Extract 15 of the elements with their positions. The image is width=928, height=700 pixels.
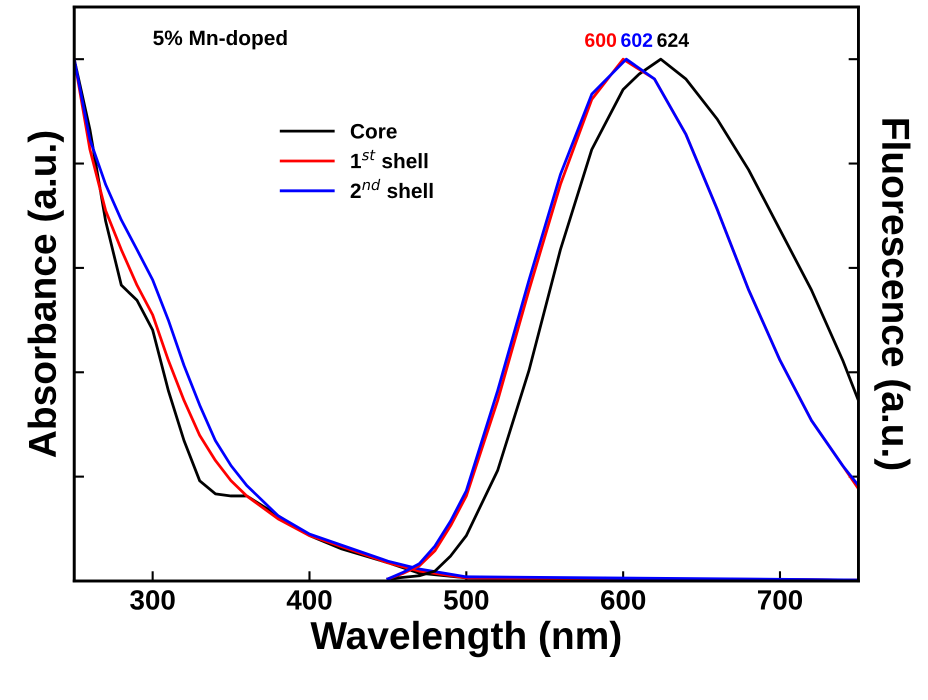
y-axis-title: Absorbance (a.u.): [28, 132, 64, 458]
x-tick-label: 700: [758, 590, 802, 610]
x-tick-label: 400: [286, 590, 332, 610]
x-tick-label: 600: [600, 590, 646, 610]
x-axis-title: Wavelength (nm): [310, 620, 620, 658]
annotation: 600: [585, 33, 616, 48]
x-tick-label: 500: [444, 590, 488, 610]
legend-label: Core: [350, 124, 397, 139]
annotation: 624: [657, 33, 689, 48]
annotation: 602: [621, 33, 652, 48]
legend-label: 1$^{st}$ shell: [351, 150, 428, 168]
legend-label: 2$^{nd}$ shell: [350, 178, 433, 198]
x-tick-label: 300: [130, 590, 175, 610]
text: 5% Mn-doped: [153, 30, 287, 50]
y2-axis-title: Fluorescence (a.u.): [874, 119, 910, 470]
